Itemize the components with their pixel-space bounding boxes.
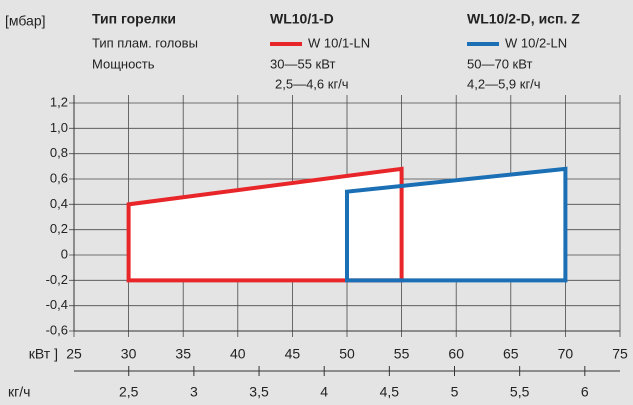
power: 30—55 кВт xyxy=(270,56,335,71)
x-tick-label: 65 xyxy=(503,346,519,362)
x2-tick-label: 4 xyxy=(320,384,328,400)
power: 50—70 кВт xyxy=(467,56,532,71)
flow: 4,2—5,9 кг/ч xyxy=(467,76,541,91)
x2-tick-label: 3,5 xyxy=(249,384,269,400)
field-outline xyxy=(126,166,404,283)
x-axis-label: кВт ] xyxy=(29,346,58,362)
y-tick-label: 0,6 xyxy=(50,170,68,185)
y-tick-label: 1,2 xyxy=(50,94,68,109)
x2-tick-label: 3 xyxy=(190,384,198,400)
row-label: Тип плам. головы xyxy=(92,35,198,50)
legend-label: W 10/1-LN xyxy=(308,35,370,50)
x2-axis-label: кг/ч xyxy=(8,384,30,400)
x-tick-label: 25 xyxy=(66,346,82,362)
x-tick-label: 35 xyxy=(175,346,191,362)
field-outline xyxy=(345,166,568,283)
x-tick-label: 45 xyxy=(285,346,301,362)
row-label: Тип горелки xyxy=(92,11,176,27)
x2-tick-label: 5,5 xyxy=(510,384,530,400)
x-tick-label: 70 xyxy=(558,346,574,362)
y-tick-label: -0,4 xyxy=(46,297,68,312)
y-tick-label: -0,2 xyxy=(46,272,68,287)
y-tick-label: -0,6 xyxy=(46,322,68,337)
x-tick-label: 50 xyxy=(339,346,355,362)
y-axis-label: [мбар] xyxy=(5,13,46,29)
x2-tick-label: 5 xyxy=(451,384,459,400)
column-title: WL10/1-D xyxy=(270,11,334,27)
column-title: WL10/2-D, исп. Z xyxy=(467,11,580,27)
legend-label: W 10/2-LN xyxy=(505,35,567,50)
x-tick-label: 75 xyxy=(612,346,628,362)
x-tick-label: 30 xyxy=(121,346,137,362)
x2-tick-label: 6 xyxy=(581,384,589,400)
row-label: Мощность xyxy=(92,56,155,71)
x2-tick-label: 4,5 xyxy=(380,384,400,400)
x2-tick-label: 2,5 xyxy=(119,384,139,400)
x-tick-label: 60 xyxy=(448,346,464,362)
y-tick-label: 0,2 xyxy=(50,221,68,236)
y-tick-label: 0 xyxy=(61,246,68,261)
x-tick-label: 40 xyxy=(230,346,246,362)
y-tick-label: 0,8 xyxy=(50,145,68,160)
flow: 2,5—4,6 кг/ч xyxy=(275,76,349,91)
y-tick-label: 0,4 xyxy=(50,196,68,211)
y-tick-label: 1,0 xyxy=(50,120,68,135)
x-tick-label: 55 xyxy=(394,346,410,362)
